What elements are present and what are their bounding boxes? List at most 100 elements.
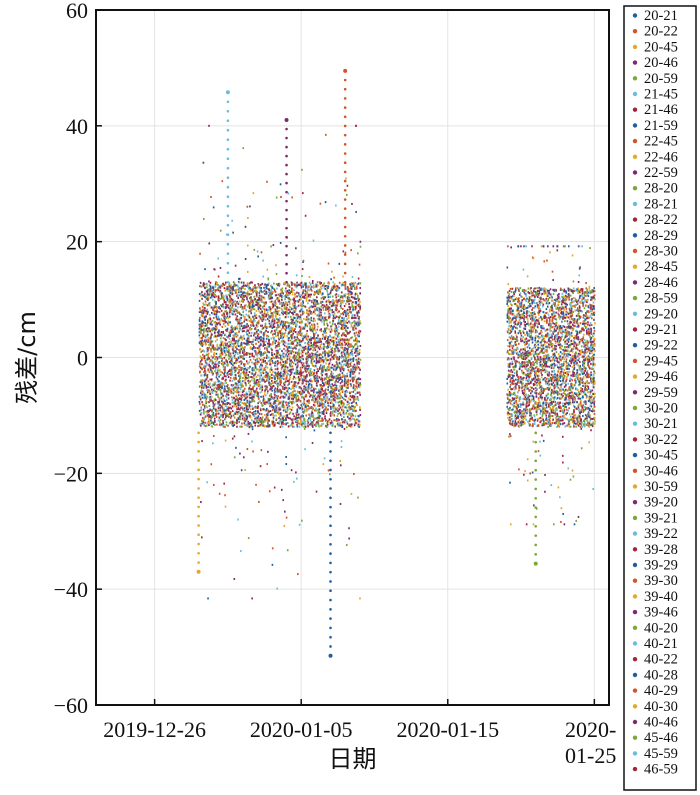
data-point	[272, 305, 275, 308]
data-point	[314, 349, 317, 352]
data-point	[265, 374, 268, 377]
data-point	[216, 283, 218, 286]
data-point	[278, 310, 280, 313]
data-point	[240, 366, 242, 369]
data-point	[247, 387, 250, 390]
data-point	[268, 383, 271, 386]
data-point	[260, 374, 263, 377]
data-point	[267, 350, 269, 353]
data-point	[246, 319, 249, 322]
data-point	[305, 298, 308, 301]
data-point	[302, 415, 304, 418]
data-point	[216, 410, 218, 413]
data-point	[301, 407, 304, 410]
data-point	[213, 399, 215, 402]
data-point	[204, 294, 207, 297]
data-point	[264, 368, 267, 371]
data-point	[310, 359, 313, 362]
data-point	[259, 283, 262, 286]
data-point	[295, 400, 297, 403]
data-point	[247, 292, 250, 295]
data-point	[247, 411, 250, 414]
data-point	[261, 386, 264, 389]
data-point	[269, 388, 271, 391]
data-point	[200, 314, 203, 317]
data-point	[259, 364, 262, 367]
data-point	[217, 289, 220, 292]
data-point	[288, 397, 291, 400]
data-point	[211, 416, 214, 419]
data-point	[259, 353, 261, 356]
data-point	[257, 415, 260, 418]
data-point	[301, 424, 303, 427]
data-point	[329, 473, 331, 476]
data-point	[308, 413, 310, 416]
data-point	[229, 343, 232, 346]
data-point	[308, 281, 311, 284]
data-point	[252, 386, 254, 389]
data-point	[215, 295, 218, 298]
data-point	[240, 469, 243, 472]
data-point	[221, 292, 223, 295]
data-point	[253, 346, 255, 349]
data-point	[270, 343, 273, 346]
data-point	[219, 266, 222, 269]
data-point	[211, 289, 214, 292]
data-point	[287, 425, 290, 428]
data-point	[313, 387, 315, 390]
data-point	[231, 291, 233, 294]
data-point	[272, 384, 275, 387]
data-point	[204, 295, 206, 298]
data-point	[284, 373, 287, 376]
data-point	[221, 351, 224, 354]
data-point	[222, 365, 225, 368]
data-point	[319, 202, 322, 205]
data-point	[246, 244, 249, 247]
data-point	[288, 346, 291, 349]
data-point	[210, 345, 213, 348]
data-point	[282, 352, 284, 355]
data-point	[204, 421, 207, 424]
data-point	[275, 294, 278, 297]
data-point	[276, 287, 278, 290]
data-point	[248, 386, 251, 389]
data-point	[210, 395, 213, 398]
data-point	[293, 418, 295, 421]
data-point	[263, 333, 266, 336]
data-point	[329, 358, 332, 361]
data-point	[331, 300, 333, 303]
data-point	[208, 327, 210, 330]
data-point	[295, 415, 298, 418]
data-point	[279, 347, 281, 350]
data-point	[325, 406, 327, 409]
data-point	[312, 391, 315, 394]
data-point	[256, 322, 258, 325]
data-point	[293, 387, 295, 390]
data-point	[268, 291, 270, 294]
data-point	[328, 299, 330, 302]
data-point	[218, 383, 220, 386]
data-point	[240, 287, 243, 290]
data-point	[224, 379, 227, 382]
data-point	[282, 339, 285, 342]
data-point	[257, 303, 259, 306]
data-point	[311, 363, 314, 366]
data-point	[331, 304, 334, 307]
data-point	[222, 323, 225, 326]
data-point	[321, 337, 324, 340]
data-point	[237, 518, 239, 521]
data-point	[312, 399, 315, 402]
data-point	[215, 315, 218, 318]
data-point	[324, 401, 327, 404]
data-point	[209, 281, 212, 284]
data-point	[201, 294, 204, 297]
data-point	[257, 410, 259, 413]
data-point	[323, 323, 326, 326]
data-point	[212, 286, 215, 289]
data-point	[290, 391, 293, 394]
data-point	[238, 374, 240, 377]
data-point	[252, 324, 255, 327]
data-point	[319, 411, 321, 414]
data-point	[253, 248, 256, 251]
data-point	[228, 341, 231, 344]
